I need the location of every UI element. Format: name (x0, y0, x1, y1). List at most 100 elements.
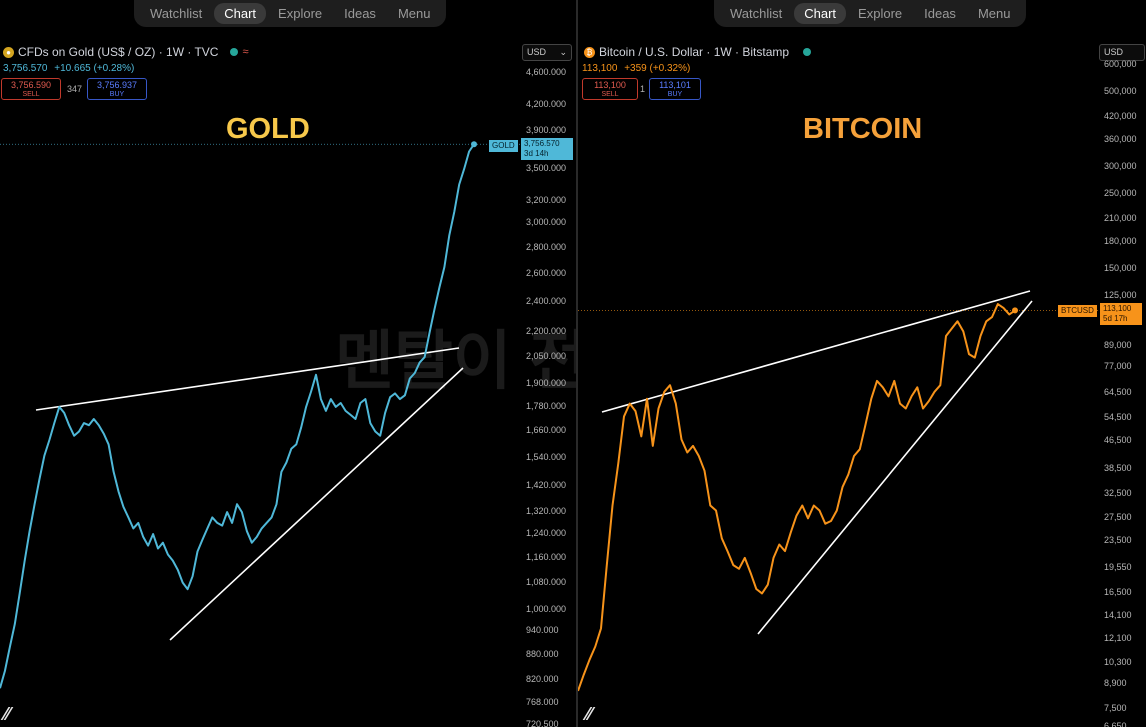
sell-price: 3,756.590 (10, 80, 52, 90)
currency-value: USD (527, 47, 547, 57)
delayed-data-icon: ≈ (242, 46, 249, 58)
tradingview-logo: ⁄⁄ (4, 704, 11, 724)
symbol-header[interactable]: ₿ Bitcoin / U.S. Dollar · 1W · Bitstamp (584, 45, 812, 59)
y-tick-label: 360,000 (1104, 134, 1137, 145)
y-tick-label: 38,500 (1104, 462, 1132, 473)
symbol-title: CFDs on Gold (US$ / OZ) · 1W · TVC (18, 45, 219, 59)
currency-select[interactable]: USD (1099, 44, 1145, 61)
y-tick-label: 10,300 (1104, 656, 1132, 667)
y-tick-label: 2,400.000 (526, 295, 567, 306)
tag-countdown: 3d 14h (524, 149, 549, 158)
buy-label: BUY (109, 91, 125, 98)
y-tick-label: 3,000.000 (526, 217, 567, 228)
nav-chart[interactable]: Chart (214, 3, 267, 24)
last-price-tag: 3,756.570 3d 14h (521, 138, 573, 160)
tag-price: 3,756.570 (524, 139, 560, 148)
y-tick-label: 500,000 (1104, 85, 1137, 96)
asset-label: BITCOIN (803, 113, 923, 145)
y-tick-label: 180,000 (1104, 236, 1137, 247)
y-tick-label: 1,420.000 (526, 480, 567, 491)
y-tick-label: 6,650 (1104, 721, 1127, 727)
y-tick-label: 880.000 (526, 648, 559, 659)
y-tick-label: 16,500 (1104, 587, 1132, 598)
sell-price: 113,100 (594, 80, 626, 90)
price-series-line[interactable] (578, 303, 1016, 692)
tradingview-logo: ⁄⁄ (586, 704, 593, 724)
y-tick-label: 420,000 (1104, 111, 1137, 122)
nav-chart[interactable]: Chart (794, 3, 847, 24)
market-open-icon (803, 48, 812, 56)
nav-watchlist[interactable]: Watchlist (730, 6, 783, 21)
price-series-line[interactable] (0, 143, 475, 689)
bitcoin-chart-pane[interactable]: Watchlist Chart Explore Ideas Menu ₿ Bit… (578, 0, 1146, 727)
upper-trendline[interactable] (35, 347, 460, 411)
y-tick-label: 1,780.000 (526, 400, 567, 411)
nav-menu[interactable]: Menu (397, 6, 431, 21)
sell-label: SELL (601, 91, 619, 98)
nav-watchlist[interactable]: Watchlist (150, 6, 203, 21)
sell-button[interactable]: 3,756.590 SELL (1, 78, 61, 100)
y-tick-label: 210,000 (1104, 213, 1137, 224)
spread-value: 1 (640, 84, 646, 94)
nav-ideas[interactable]: Ideas (344, 6, 376, 21)
asset-label: GOLD (226, 113, 310, 145)
lower-trendline[interactable] (757, 300, 1033, 635)
y-tick-label: 768.000 (526, 696, 559, 707)
price-change: +359 (+0.32%) (624, 63, 691, 74)
y-tick-label: 89,000 (1104, 339, 1132, 350)
lower-trendline[interactable] (169, 367, 464, 641)
y-tick-label: 1,160.000 (526, 551, 567, 562)
y-tick-label: 3,200.000 (526, 194, 567, 205)
y-tick-label: 19,550 (1104, 562, 1132, 573)
y-tick-label: 32,500 (1104, 487, 1132, 498)
y-tick-label: 2,050.000 (526, 351, 567, 362)
symbol-header[interactable]: ● CFDs on Gold (US$ / OZ) · 1W · TVC ≈ (3, 45, 249, 59)
gold-chart-pane[interactable]: 멘탈이 전부다 Watchlist Chart Explore Ideas Me… (0, 0, 576, 727)
bitcoin-chart-plot[interactable] (578, 0, 1146, 727)
y-tick-label: 1,080.000 (526, 576, 567, 587)
y-tick-label: 4,600.000 (526, 67, 567, 77)
sell-label: SELL (22, 91, 40, 98)
sell-button[interactable]: 113,100 SELL (582, 78, 638, 100)
y-tick-label: 720.500 (526, 719, 559, 727)
spread-value: 347 (67, 84, 83, 94)
buy-button[interactable]: 3,756.937 BUY (87, 78, 147, 100)
y-tick-label: 46,500 (1104, 435, 1132, 446)
y-tick-label: 4,200.000 (526, 98, 567, 109)
nav-menu[interactable]: Menu (977, 6, 1011, 21)
price-line: 113,100 +359 (+0.32%) (582, 63, 690, 74)
y-tick-label: 27,500 (1104, 512, 1132, 523)
pane-divider[interactable] (576, 0, 578, 727)
y-tick-label: 1,000.000 (526, 603, 567, 614)
gold-chart-plot[interactable] (0, 0, 576, 727)
top-nav: Watchlist Chart Explore Ideas Menu (714, 0, 1027, 27)
price-line: 3,756.570 +10.665 (+0.28%) (3, 63, 134, 74)
buy-label: BUY (667, 91, 683, 98)
y-tick-label: 2,800.000 (526, 241, 567, 252)
nav-explore[interactable]: Explore (278, 6, 323, 21)
symbol-tag: BTCUSD (1058, 305, 1097, 317)
y-tick-label: 1,320.000 (526, 506, 567, 517)
y-tick-label: 14,100 (1104, 610, 1132, 621)
nav-explore[interactable]: Explore (858, 6, 903, 21)
symbol-title: Bitcoin / U.S. Dollar · 1W · Bitstamp (599, 45, 790, 59)
y-tick-label: 3,500.000 (526, 163, 567, 174)
y-tick-label: 250,000 (1104, 187, 1137, 198)
buy-button[interactable]: 113,101 BUY (649, 78, 701, 100)
y-tick-label: 1,660.000 (526, 425, 567, 436)
currency-select[interactable]: USD ⌄ (522, 44, 572, 61)
y-tick-label: 940.000 (526, 625, 559, 636)
bitcoin-icon: ₿ (584, 46, 595, 58)
top-nav: Watchlist Chart Explore Ideas Menu (134, 0, 447, 27)
y-tick-label: 2,600.000 (526, 267, 567, 278)
y-tick-label: 3,900.000 (526, 125, 567, 136)
market-open-icon (230, 48, 239, 56)
nav-ideas[interactable]: Ideas (924, 6, 956, 21)
y-tick-label: 600,000 (1104, 59, 1137, 69)
gold-coin-icon: ● (3, 46, 14, 58)
upper-trendline[interactable] (601, 290, 1031, 413)
y-tick-label: 64,500 (1104, 386, 1132, 397)
y-tick-label: 7,500 (1104, 703, 1127, 714)
last-price: 113,100 (582, 63, 618, 74)
y-tick-label: 77,000 (1104, 360, 1132, 371)
